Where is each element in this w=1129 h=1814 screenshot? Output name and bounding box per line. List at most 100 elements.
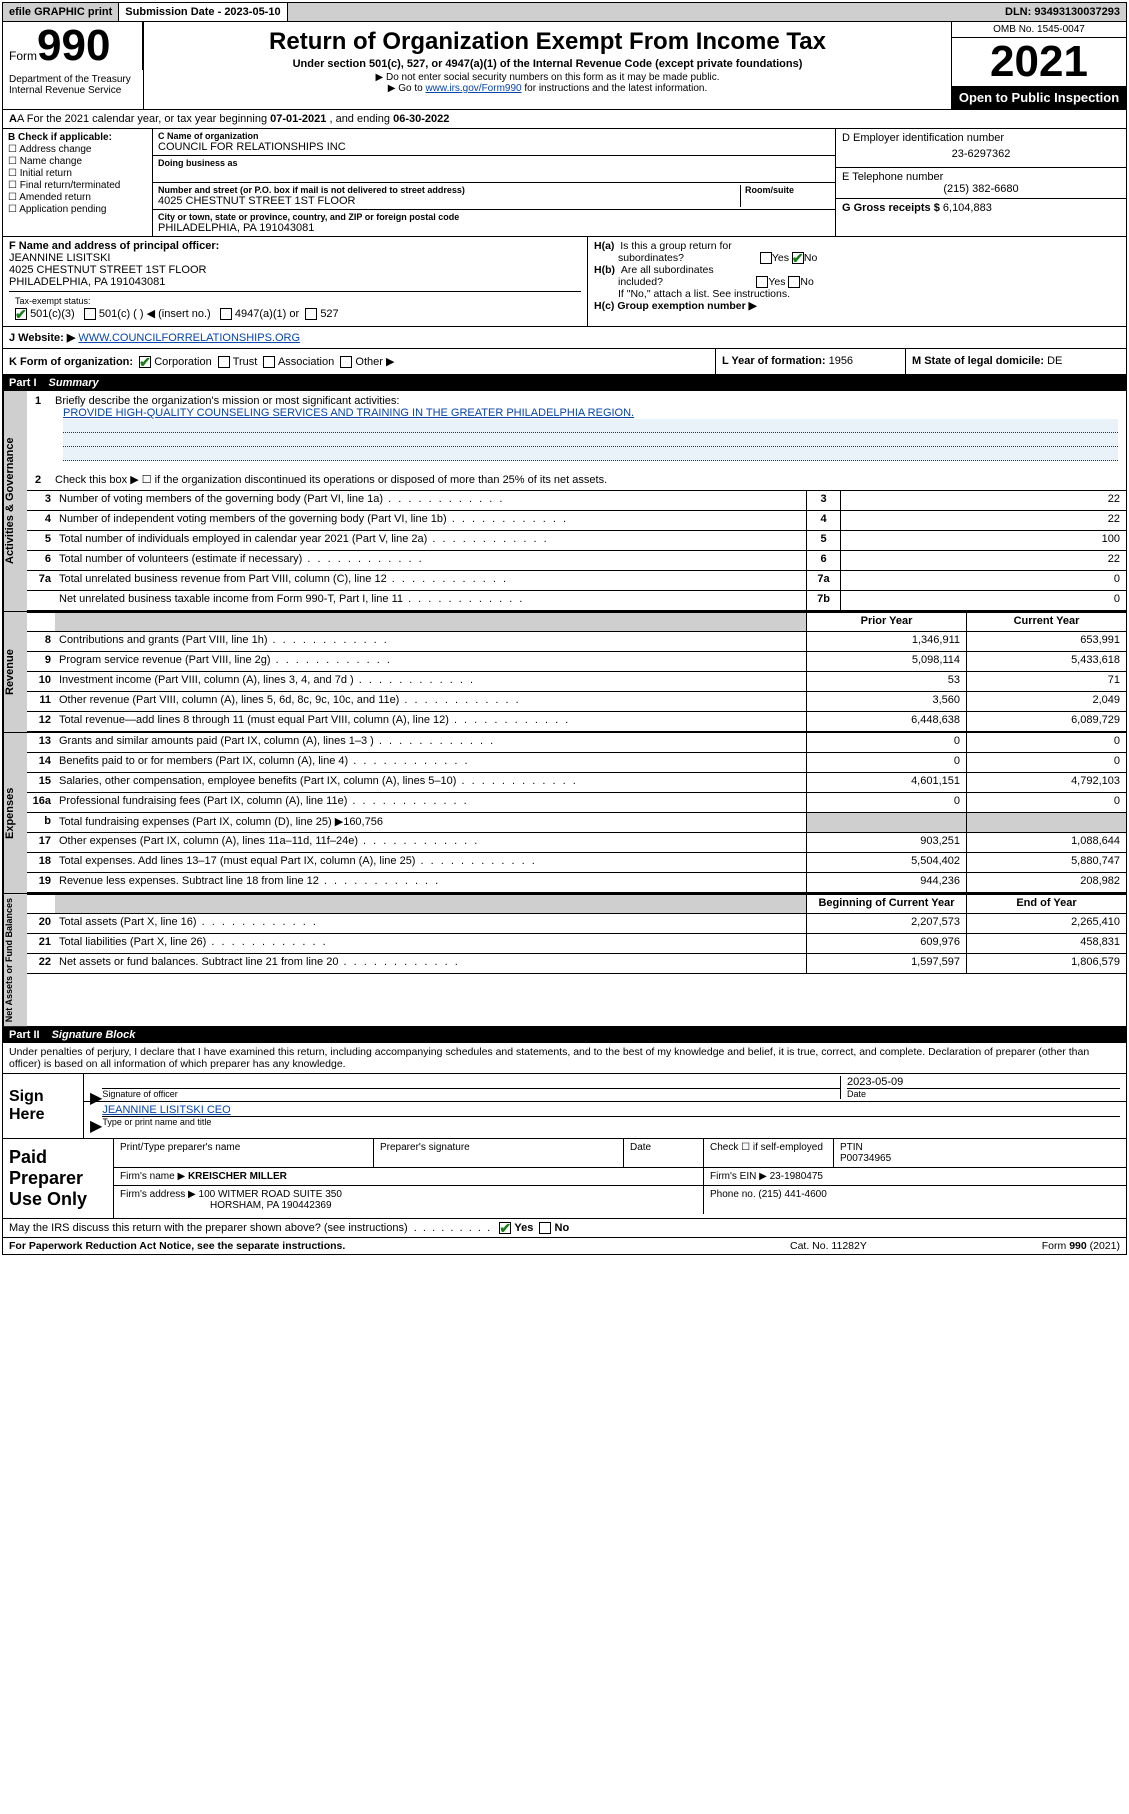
- ein: 23-6297362: [842, 144, 1120, 164]
- sig-date: 2023-05-09: [847, 1076, 1120, 1088]
- firm-ein: 23-1980475: [770, 1171, 823, 1182]
- vtab-revenue: Revenue: [3, 612, 27, 732]
- prior-year-value: 609,976: [806, 934, 966, 953]
- irs-link[interactable]: www.irs.gov/Form990: [425, 83, 521, 94]
- line-16b: b Total fundraising expenses (Part IX, c…: [27, 813, 1126, 833]
- sign-here-block: Sign Here ▶ Signature of officer 2023-05…: [3, 1073, 1126, 1138]
- summary-row: 15Salaries, other compensation, employee…: [27, 773, 1126, 793]
- current-year-value: 5,433,618: [966, 652, 1126, 671]
- prior-year-value: 1,597,597: [806, 954, 966, 973]
- year-formation: 1956: [829, 355, 853, 367]
- may-yes[interactable]: [499, 1222, 511, 1234]
- chk-address-change[interactable]: ☐ Address change: [8, 144, 147, 155]
- part-2-header: Part II Signature Block: [3, 1027, 1126, 1043]
- omb-number: OMB No. 1545-0047: [952, 22, 1126, 38]
- prior-year-value: 5,098,114: [806, 652, 966, 671]
- summary-value: 22: [840, 491, 1126, 510]
- summary-row: 16aProfessional fundraising fees (Part I…: [27, 793, 1126, 813]
- summary-row: 3Number of voting members of the governi…: [27, 491, 1126, 511]
- submission-date: Submission Date - 2023-05-10: [119, 3, 287, 21]
- form-title: Return of Organization Exempt From Incom…: [150, 28, 945, 56]
- may-no[interactable]: [539, 1222, 551, 1234]
- ha-yes[interactable]: [760, 252, 772, 264]
- org-website[interactable]: WWW.COUNCILFORRELATIONSHIPS.ORG: [78, 332, 300, 344]
- part-1-header: Part I Summary: [3, 375, 1126, 391]
- efile-label[interactable]: efile GRAPHIC print: [3, 3, 119, 21]
- website-row: J Website: ▶ WWW.COUNCILFORRELATIONSHIPS…: [3, 327, 1126, 349]
- top-bar: efile GRAPHIC print Submission Date - 20…: [3, 3, 1126, 22]
- hb-yes[interactable]: [756, 276, 768, 288]
- header-right: OMB No. 1545-0047 2021 Open to Public In…: [951, 22, 1126, 109]
- chk-corporation[interactable]: [139, 356, 151, 368]
- chk-4947[interactable]: [220, 308, 232, 320]
- chk-trust[interactable]: [218, 356, 230, 368]
- current-year-value: 458,831: [966, 934, 1126, 953]
- firm-addr: 100 WITMER ROAD SUITE 350: [199, 1189, 342, 1200]
- net-header-row: Beginning of Current Year End of Year: [27, 894, 1126, 914]
- summary-row: 20Total assets (Part X, line 16) 2,207,5…: [27, 914, 1126, 934]
- phone: (215) 382-6680: [842, 183, 1120, 195]
- org-name: COUNCIL FOR RELATIONSHIPS INC: [158, 141, 830, 153]
- city-state-zip: PHILADELPHIA, PA 191043081: [158, 222, 830, 234]
- mission-block: 1Briefly describe the organization's mis…: [27, 391, 1126, 491]
- chk-initial-return[interactable]: ☐ Initial return: [8, 168, 147, 179]
- prior-year-value: 0: [806, 753, 966, 772]
- rev-header-row: Prior Year Current Year: [27, 612, 1126, 632]
- summary-row: 4Number of independent voting members of…: [27, 511, 1126, 531]
- street-address: 4025 CHESTNUT STREET 1ST FLOOR: [158, 195, 740, 207]
- dln: DLN: 93493130037293: [999, 3, 1126, 21]
- chk-amended-return[interactable]: ☐ Amended return: [8, 192, 147, 203]
- prior-year-value: 5,504,402: [806, 853, 966, 872]
- form-number-block: Form990: [3, 22, 143, 70]
- summary-row: 22Net assets or fund balances. Subtract …: [27, 954, 1126, 974]
- firm-name: KREISCHER MILLER: [188, 1171, 287, 1182]
- form-org-row: K Form of organization: Corporation Trus…: [3, 349, 1126, 375]
- current-year-value: 653,991: [966, 632, 1126, 651]
- vtab-activities: Activities & Governance: [3, 391, 27, 611]
- summary-row: 21Total liabilities (Part X, line 26) 60…: [27, 934, 1126, 954]
- summary-row: 18Total expenses. Add lines 13–17 (must …: [27, 853, 1126, 873]
- hb-no[interactable]: [788, 276, 800, 288]
- chk-527[interactable]: [305, 308, 317, 320]
- penalties-statement: Under penalties of perjury, I declare th…: [3, 1043, 1126, 1073]
- chk-association[interactable]: [263, 356, 275, 368]
- box-de: D Employer identification number 23-6297…: [836, 129, 1126, 236]
- ptin: P00734965: [840, 1153, 891, 1164]
- revenue-block: Revenue Prior Year Current Year 8Contrib…: [3, 612, 1126, 733]
- chk-501c3[interactable]: [15, 308, 27, 320]
- chk-application-pending[interactable]: ☐ Application pending: [8, 204, 147, 215]
- summary-row: 9Program service revenue (Part VIII, lin…: [27, 652, 1126, 672]
- mission-text[interactable]: PROVIDE HIGH-QUALITY COUNSELING SERVICES…: [63, 407, 634, 419]
- current-year-value: 6,089,729: [966, 712, 1126, 731]
- box-c: C Name of organization COUNCIL FOR RELAT…: [153, 129, 836, 236]
- summary-row: 6Total number of volunteers (estimate if…: [27, 551, 1126, 571]
- summary-row: 12Total revenue—add lines 8 through 11 (…: [27, 712, 1126, 732]
- current-year-value: 208,982: [966, 873, 1126, 892]
- chk-501c[interactable]: [84, 308, 96, 320]
- chk-final-return[interactable]: ☐ Final return/terminated: [8, 180, 147, 191]
- form-number: 990: [37, 21, 110, 70]
- chk-other[interactable]: [340, 356, 352, 368]
- summary-value: 0: [840, 591, 1126, 610]
- instruction-1: ▶ Do not enter social security numbers o…: [150, 72, 945, 83]
- summary-value: 22: [840, 551, 1126, 570]
- prior-year-value: 53: [806, 672, 966, 691]
- ha-no[interactable]: [792, 252, 804, 264]
- page-footer: For Paperwork Reduction Act Notice, see …: [3, 1238, 1126, 1254]
- tax-year: 2021: [952, 38, 1126, 86]
- prior-year-value: 4,601,151: [806, 773, 966, 792]
- prior-year-value: 0: [806, 793, 966, 812]
- form-subtitle: Under section 501(c), 527, or 4947(a)(1)…: [150, 58, 945, 70]
- state-domicile: DE: [1047, 355, 1062, 367]
- prior-year-value: 944,236: [806, 873, 966, 892]
- form-title-block: Return of Organization Exempt From Incom…: [144, 22, 951, 109]
- officer-printed-name[interactable]: JEANNINE LISITSKI CEO: [102, 1104, 230, 1116]
- summary-row: 14Benefits paid to or for members (Part …: [27, 753, 1126, 773]
- entity-block: B Check if applicable: ☐ Address change …: [3, 129, 1126, 237]
- form-header: Form990 Department of the Treasury Inter…: [3, 22, 1126, 110]
- prior-year-value: 0: [806, 733, 966, 752]
- form-990-page: efile GRAPHIC print Submission Date - 20…: [2, 2, 1127, 1255]
- box-b: B Check if applicable: ☐ Address change …: [3, 129, 153, 236]
- current-year-value: 2,049: [966, 692, 1126, 711]
- chk-name-change[interactable]: ☐ Name change: [8, 156, 147, 167]
